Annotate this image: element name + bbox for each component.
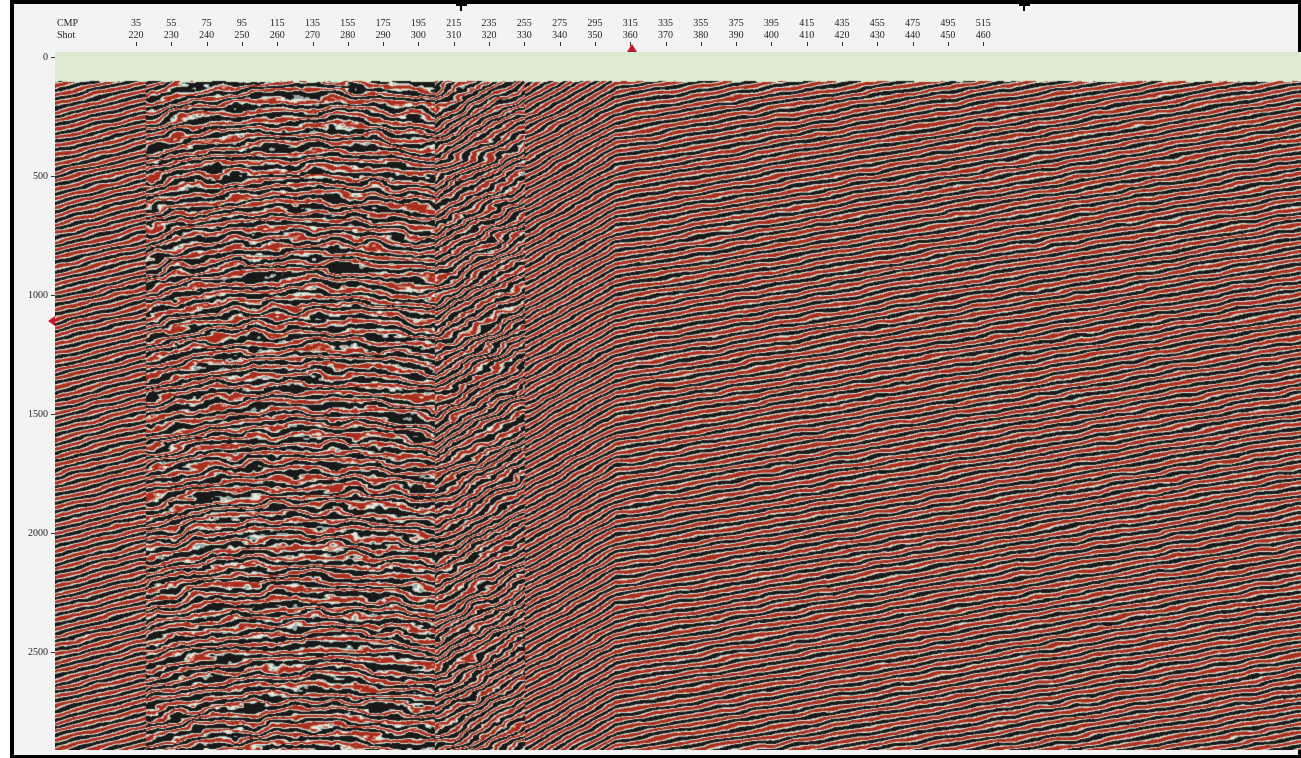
shot-tick-mark [912, 42, 914, 46]
shot-tick-label: 390 [728, 30, 744, 41]
shot-tick-mark [559, 42, 561, 46]
shot-tick-label: 420 [834, 30, 850, 41]
shot-tick-mark [418, 42, 420, 46]
time-tick-mark [51, 533, 55, 534]
cursor-cross-icon[interactable] [456, 0, 467, 11]
cmp-tick-label: 155 [340, 18, 356, 29]
cmp-tick-label: 215 [446, 18, 462, 29]
cmp-tick-label: 355 [693, 18, 709, 29]
shot-tick-mark [665, 42, 667, 46]
cmp-tick-label: 35 [131, 18, 141, 29]
cmp-tick-label: 475 [905, 18, 921, 29]
shot-tick-mark [842, 42, 843, 46]
shot-tick-mark [736, 42, 738, 46]
time-tick-mark [51, 57, 55, 58]
time-tick-label: 500 [33, 171, 48, 182]
shot-tick-mark [700, 42, 702, 46]
shot-tick-mark [524, 42, 526, 46]
shot-tick-label: 370 [658, 30, 673, 41]
shot-tick-label: 350 [587, 30, 603, 41]
shot-tick-label: 240 [199, 30, 215, 41]
shot-tick-mark [171, 42, 173, 46]
shot-tick-mark [347, 42, 349, 46]
shot-tick-label: 410 [799, 30, 815, 41]
cmp-tick-label: 95 [236, 18, 247, 29]
cmp-tick-label: 415 [799, 18, 815, 29]
shot-tick-mark [277, 42, 279, 46]
shot-tick-label: 230 [163, 30, 179, 41]
time-tick-label: 2000 [28, 528, 48, 539]
shot-tick-mark [489, 42, 490, 46]
shot-tick-mark [771, 42, 773, 46]
shot-tick-mark [383, 42, 385, 46]
cmp-tick-label: 315 [622, 18, 638, 29]
position-marker-icon[interactable] [627, 44, 637, 52]
shot-tick-mark [983, 42, 985, 46]
shot-tick-label: 220 [128, 30, 144, 41]
cmp-tick-label: 275 [552, 18, 568, 29]
shot-tick-label: 280 [340, 30, 356, 41]
shot-tick-label: 300 [410, 30, 426, 41]
shot-tick-mark [594, 42, 596, 46]
shot-tick-mark [206, 42, 208, 46]
time-tick-label: 1000 [28, 290, 48, 301]
time-tick-label: 1500 [28, 409, 48, 420]
cmp-tick-label: 435 [834, 18, 850, 29]
time-tick-mark [51, 176, 55, 177]
shot-tick-label: 440 [905, 30, 921, 41]
cmp-tick-label: 135 [305, 18, 320, 29]
cmp-tick-label: 395 [763, 18, 779, 29]
cmp-tick-label: 75 [201, 18, 212, 29]
shot-tick-label: 270 [305, 30, 320, 41]
cmp-tick-label: 375 [728, 18, 744, 29]
cmp-tick-label: 335 [658, 18, 673, 29]
shot-tick-label: 330 [516, 30, 532, 41]
shot-tick-label: 360 [622, 30, 638, 41]
shot-tick-label: 340 [552, 30, 568, 41]
time-tick-label: 2500 [28, 647, 48, 658]
seismic-section[interactable] [55, 52, 1301, 750]
cmp-tick-label: 515 [975, 18, 991, 29]
shot-tick-mark [947, 42, 949, 46]
shot-tick-label: 400 [763, 30, 779, 41]
shot-tick-label: 450 [940, 30, 956, 41]
shot-tick-label: 290 [375, 30, 391, 41]
top-border [10, 0, 1301, 4]
shot-tick-label: 430 [869, 30, 885, 41]
cmp-tick-label: 115 [269, 18, 285, 29]
shot-tick-label: 310 [446, 30, 462, 41]
time-tick-label: 0 [43, 52, 48, 63]
shot-tick-label: 260 [269, 30, 285, 41]
cmp-tick-label: 495 [940, 18, 956, 29]
cmp-tick-label: 455 [869, 18, 885, 29]
shot-tick-label: 380 [693, 30, 709, 41]
time-tick-mark [51, 414, 55, 415]
shot-tick-mark [877, 42, 879, 46]
cmp-tick-label: 195 [410, 18, 426, 29]
shot-tick-mark [312, 42, 314, 46]
shot-tick-mark [136, 42, 137, 46]
shot-tick-mark [453, 42, 455, 46]
shot-tick-mark [241, 42, 243, 46]
shot-tick-mark [806, 42, 808, 46]
cmp-tick-label: 55 [166, 18, 177, 29]
cmp-tick-label: 175 [375, 18, 391, 29]
cmp-axis-label: CMP [57, 18, 79, 29]
seismic-image[interactable] [55, 52, 1301, 750]
cmp-tick-label: 255 [516, 18, 532, 29]
shot-tick-label: 320 [481, 30, 497, 41]
time-tick-mark [51, 295, 55, 296]
position-marker-icon[interactable] [48, 316, 55, 326]
cmp-tick-label: 235 [481, 18, 497, 29]
cursor-cross-icon[interactable] [1019, 0, 1030, 11]
time-tick-mark [51, 652, 55, 653]
shot-axis-label: Shot [57, 30, 76, 41]
shot-tick-label: 460 [975, 30, 991, 41]
shot-tick-label: 250 [234, 30, 250, 41]
cmp-tick-label: 295 [587, 18, 603, 29]
